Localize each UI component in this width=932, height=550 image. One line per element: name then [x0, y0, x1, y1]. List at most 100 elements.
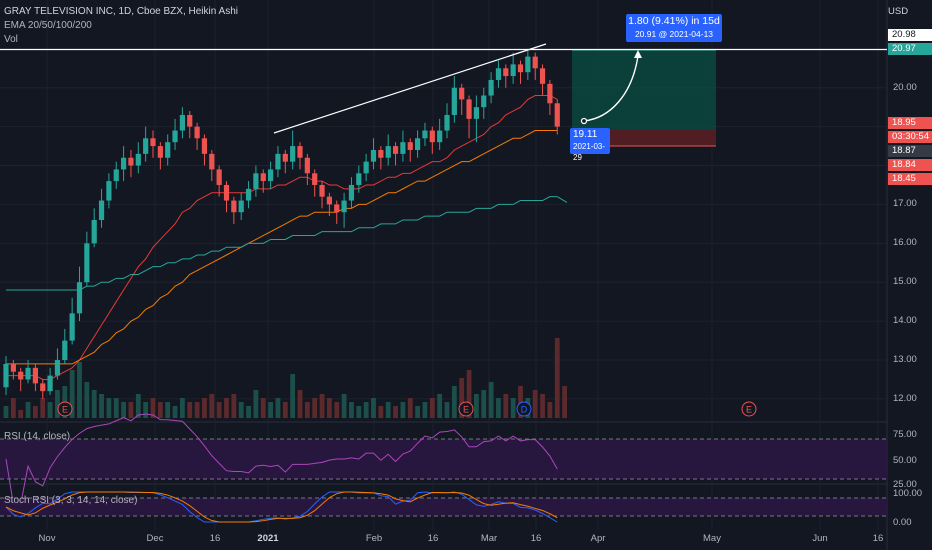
vol-legend[interactable]: Vol: [4, 34, 18, 45]
entry-price: 19.11: [573, 129, 598, 140]
symbol-legend[interactable]: GRAY TELEVISION INC, 1D, Cboe BZX, Heiki…: [4, 6, 238, 17]
candle-body: [106, 181, 112, 201]
candle-body: [466, 99, 472, 119]
arrow-head: [634, 50, 642, 58]
candle-body: [128, 157, 134, 166]
candle-body: [179, 114, 185, 131]
volume-bar: [128, 402, 134, 418]
volume-bar: [202, 398, 207, 418]
candle-body: [488, 79, 494, 96]
candle-body: [150, 138, 156, 147]
volume-bar: [135, 394, 141, 418]
volume-bar: [187, 402, 193, 418]
volume-bar: [150, 398, 156, 418]
candle-body: [216, 169, 222, 185]
time-axis-label: 2021: [257, 533, 279, 544]
rsi-band: [0, 439, 887, 479]
volume-bar: [466, 370, 472, 418]
volume-bar: [297, 390, 303, 418]
volume-bar: [33, 406, 38, 418]
time-axis-label: Feb: [365, 533, 383, 544]
volume-bar: [518, 386, 523, 418]
volume-bar: [451, 386, 457, 418]
candle-body: [326, 196, 332, 205]
candle-body: [539, 68, 546, 84]
earnings-marker-label: E: [746, 405, 752, 415]
price-tag: 03:30:54: [888, 131, 932, 143]
candle-body: [370, 149, 377, 162]
price-axis-label: 14.00: [893, 315, 917, 327]
candle-body: [473, 107, 479, 119]
price-tag: 18.45: [888, 173, 932, 185]
volume-bar: [349, 402, 354, 418]
volume-bar: [47, 402, 53, 418]
rsi-legend[interactable]: RSI (14, close): [4, 431, 71, 442]
candle-body: [268, 169, 274, 182]
candle-body: [495, 68, 502, 80]
candle-body: [422, 130, 428, 139]
candle-body: [481, 95, 487, 108]
volume-bar: [356, 406, 362, 418]
volume-bar: [25, 402, 31, 418]
entry-callout[interactable]: 19.11 2021-03-29: [570, 128, 610, 162]
currency-selector[interactable]: USD: [888, 6, 908, 17]
stoch-axis-label: 0.00: [893, 517, 912, 528]
volume-bar: [385, 402, 391, 418]
volume-bar: [246, 406, 251, 418]
rsi-axis-label: 75.00: [893, 429, 917, 440]
volume-bar: [113, 398, 119, 418]
candle-body: [510, 64, 516, 77]
ema-line: [6, 130, 558, 365]
volume-bar: [238, 402, 244, 418]
volume-bar: [91, 390, 97, 418]
candle-body: [91, 219, 97, 244]
projection-arrow[interactable]: [583, 55, 639, 122]
drawings[interactable]: [0, 43, 887, 134]
stoch-rsi-legend[interactable]: Stoch RSI (3, 3, 14, 14, close): [4, 495, 138, 506]
volume-bar: [363, 402, 369, 418]
volume-bar: [77, 362, 82, 418]
earnings-marker-label: E: [463, 405, 469, 415]
volume-bar: [334, 402, 340, 418]
candle-body: [334, 204, 340, 213]
time-axis-label: Dec: [146, 533, 164, 544]
candle-body: [143, 138, 149, 154]
candle-body: [121, 157, 127, 170]
candle-body: [503, 68, 509, 77]
trendline[interactable]: [273, 43, 547, 134]
price-axis-label: 13.00: [893, 354, 917, 366]
stoch-d-line: [5, 491, 558, 523]
price-tag: 18.87: [888, 145, 932, 157]
volume-bar: [459, 378, 465, 418]
candle-body: [547, 83, 553, 104]
volume-bar: [481, 390, 487, 418]
candle-body: [429, 130, 435, 143]
anchor-point[interactable]: [580, 117, 588, 125]
volume-bar: [532, 390, 538, 418]
volume-bar: [488, 382, 494, 418]
volume-bar: [3, 406, 9, 418]
price-tag: 20.97: [888, 43, 932, 55]
candle-body: [312, 173, 318, 185]
candle-body: [275, 153, 281, 170]
volume-bar: [275, 398, 281, 418]
candle-body: [341, 200, 347, 213]
time-axis-label: 16: [530, 533, 542, 544]
candle-body: [40, 383, 46, 392]
volume-bar: [143, 402, 149, 418]
volume-bars: [3, 338, 567, 418]
candle-body: [10, 363, 16, 372]
currency-label: USD: [888, 6, 909, 17]
target-change: 1.80 (9.41%) in 15d: [628, 15, 720, 27]
candle-body: [135, 153, 141, 166]
candle-body: [187, 114, 193, 127]
target-callout[interactable]: 1.80 (9.41%) in 15d 20.91 @ 2021-04-13: [626, 14, 722, 42]
candle-body: [209, 153, 215, 170]
candle-body: [356, 173, 362, 185]
ema-legend[interactable]: EMA 20/50/100/200: [4, 20, 92, 31]
candle-body: [554, 103, 560, 127]
dividend-marker: [516, 401, 532, 417]
rsi-axis-label: 25.00: [893, 479, 917, 490]
